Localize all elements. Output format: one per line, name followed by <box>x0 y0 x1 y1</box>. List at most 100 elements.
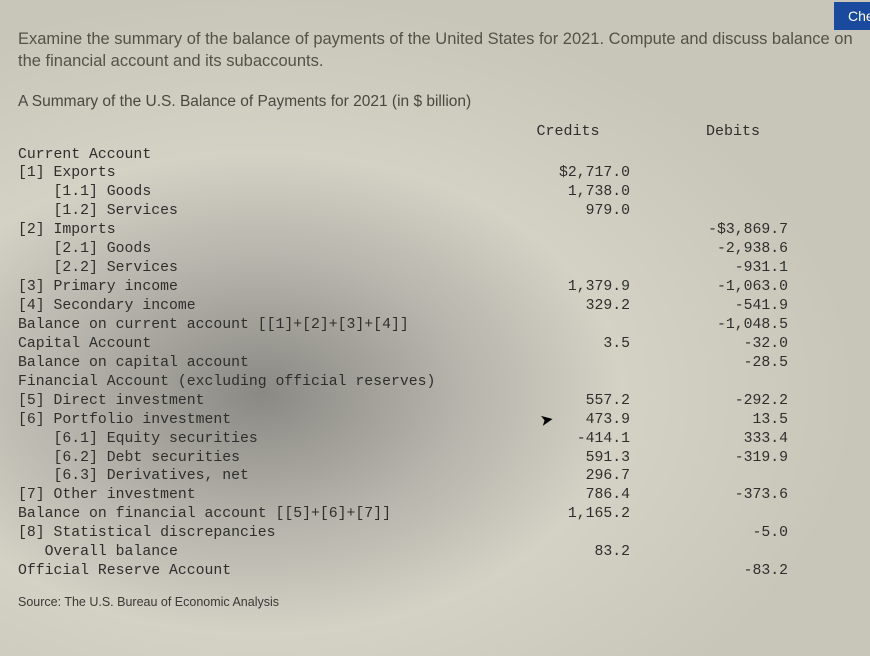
row-debit: -1,063.0 <box>648 278 818 297</box>
row-credit <box>488 221 648 240</box>
row-label: [5] Direct investment <box>18 392 488 411</box>
table-header-row: Credits Debits <box>18 123 856 140</box>
row-credit <box>488 373 648 392</box>
row-debit: -541.9 <box>648 297 818 316</box>
row-debit: -2,938.6 <box>648 240 818 259</box>
row-credit <box>488 259 648 278</box>
table-row: [7] Other investment786.4-373.6 <box>18 486 856 505</box>
row-label: Current Account <box>18 146 488 165</box>
row-credit <box>488 146 648 165</box>
row-label: [1] Exports <box>18 164 488 183</box>
row-credit: 1,165.2 <box>488 505 648 524</box>
table-row: [1] Exports$2,717.0 <box>18 164 856 183</box>
row-label: [1.2] Services <box>18 202 488 221</box>
row-credit <box>488 524 648 543</box>
row-label: Balance on financial account [[5]+[6]+[7… <box>18 505 488 524</box>
row-credit: 3.5 <box>488 335 648 354</box>
row-label: Financial Account (excluding official re… <box>18 373 488 392</box>
table-row: [6.2] Debt securities591.3-319.9 <box>18 449 856 468</box>
row-debit <box>648 505 818 524</box>
row-debit: -28.5 <box>648 354 818 373</box>
row-label: [6.1] Equity securities <box>18 430 488 449</box>
table-row: Balance on current account [[1]+[2]+[3]+… <box>18 316 856 335</box>
row-credit <box>488 316 648 335</box>
row-debit: -931.1 <box>648 259 818 278</box>
row-debit <box>648 467 818 486</box>
table-row: [2.1] Goods -2,938.6 <box>18 240 856 259</box>
table-row: [1.1] Goods1,738.0 <box>18 183 856 202</box>
row-credit: 329.2 <box>488 297 648 316</box>
row-label: [6.3] Derivatives, net <box>18 467 488 486</box>
row-label: [7] Other investment <box>18 486 488 505</box>
row-credit <box>488 562 648 581</box>
table-row: Balance on capital account -28.5 <box>18 354 856 373</box>
table-row: Financial Account (excluding official re… <box>18 373 856 392</box>
row-credit: 979.0 <box>488 202 648 221</box>
row-credit: 786.4 <box>488 486 648 505</box>
row-debit: 333.4 <box>648 430 818 449</box>
table-row: [6.1] Equity securities-414.1333.4 <box>18 430 856 449</box>
row-label: [6] Portfolio investment <box>18 411 488 430</box>
table-row: [3] Primary income1,379.9-1,063.0 <box>18 278 856 297</box>
row-debit <box>648 146 818 165</box>
table-row: Official Reserve Account -83.2 <box>18 562 856 581</box>
row-debit <box>648 543 818 562</box>
row-debit: -32.0 <box>648 335 818 354</box>
table-row: Current Account <box>18 146 856 165</box>
row-label: [2] Imports <box>18 221 488 240</box>
row-label: [1.1] Goods <box>18 183 488 202</box>
row-credit <box>488 240 648 259</box>
row-credit: 473.9 <box>488 411 648 430</box>
row-credit: 83.2 <box>488 543 648 562</box>
row-debit: -373.6 <box>648 486 818 505</box>
row-debit <box>648 373 818 392</box>
header-debits: Debits <box>648 123 818 140</box>
source-citation: Source: The U.S. Bureau of Economic Anal… <box>18 595 856 609</box>
row-debit: 13.5 <box>648 411 818 430</box>
row-label: Balance on capital account <box>18 354 488 373</box>
row-label: [2.1] Goods <box>18 240 488 259</box>
bop-table: Credits Debits Current Account[1] Export… <box>18 123 856 582</box>
table-row: [6] Portfolio investment473.913.5 <box>18 411 856 430</box>
table-row: [2] Imports -$3,869.7 <box>18 221 856 240</box>
row-credit: 296.7 <box>488 467 648 486</box>
row-credit: -414.1 <box>488 430 648 449</box>
page: Che Examine the summary of the balance o… <box>0 0 870 656</box>
table-body: Current Account[1] Exports$2,717.0 [1.1]… <box>18 146 856 582</box>
table-row: Overall balance83.2 <box>18 543 856 562</box>
row-label: Balance on current account [[1]+[2]+[3]+… <box>18 316 488 335</box>
top-right-button-label: Che <box>848 8 870 24</box>
row-label: Official Reserve Account <box>18 562 488 581</box>
row-debit: -1,048.5 <box>648 316 818 335</box>
row-credit: 1,379.9 <box>488 278 648 297</box>
row-credit: 591.3 <box>488 449 648 468</box>
row-label: [4] Secondary income <box>18 297 488 316</box>
top-right-button[interactable]: Che <box>834 2 870 30</box>
table-row: [5] Direct investment557.2-292.2 <box>18 392 856 411</box>
table-row: Balance on financial account [[5]+[6]+[7… <box>18 505 856 524</box>
row-label: Overall balance <box>18 543 488 562</box>
header-blank <box>18 123 488 140</box>
row-debit <box>648 202 818 221</box>
row-label: Capital Account <box>18 335 488 354</box>
table-row: [4] Secondary income329.2-541.9 <box>18 297 856 316</box>
row-debit: -319.9 <box>648 449 818 468</box>
row-debit: -83.2 <box>648 562 818 581</box>
row-label: [8] Statistical discrepancies <box>18 524 488 543</box>
table-caption: A Summary of the U.S. Balance of Payment… <box>18 93 856 111</box>
table-row: [6.3] Derivatives, net296.7 <box>18 467 856 486</box>
row-credit: 1,738.0 <box>488 183 648 202</box>
table-row: [1.2] Services979.0 <box>18 202 856 221</box>
row-credit: $2,717.0 <box>488 164 648 183</box>
row-label: [3] Primary income <box>18 278 488 297</box>
row-debit <box>648 164 818 183</box>
table-row: [2.2] Services -931.1 <box>18 259 856 278</box>
question-text: Examine the summary of the balance of pa… <box>18 28 856 73</box>
row-credit: 557.2 <box>488 392 648 411</box>
row-debit: -$3,869.7 <box>648 221 818 240</box>
row-credit <box>488 354 648 373</box>
table-row: Capital Account3.5-32.0 <box>18 335 856 354</box>
header-credits: Credits <box>488 123 648 140</box>
row-debit: -5.0 <box>648 524 818 543</box>
row-label: [2.2] Services <box>18 259 488 278</box>
